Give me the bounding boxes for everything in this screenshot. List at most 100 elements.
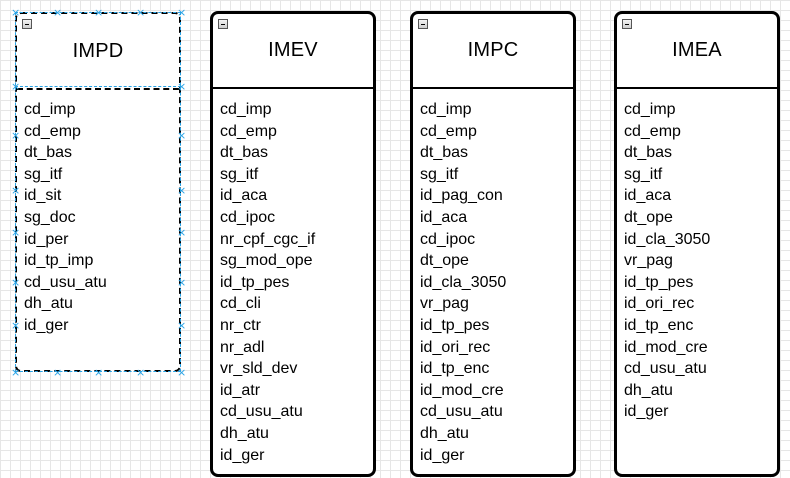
entity-imev-fields: cd_imp cd_emp dt_bas sg_itf id_aca cd_ipoc nr_…: [220, 99, 315, 466]
field-impc-cd-usu-atu: cd_usu_atu: [420, 403, 503, 421]
entity-impd-fields: cd_imp cd_emp dt_bas sg_itf id_sit sg_doc id_p…: [24, 99, 107, 337]
field-impc-id-ori-rec: id_ori_rec: [420, 338, 491, 356]
field-impc-id-pag-con: id_pag_con: [420, 187, 503, 205]
entity-impc-header[interactable]: IMPC: [413, 14, 573, 89]
entity-imea[interactable]: IMEA cd_imp cd_emp dt_bas sg_itf id_aca dt_op…: [614, 11, 780, 477]
resize-handle-icon[interactable]: ×: [136, 6, 146, 19]
field-imea-id-mod-cre: id_mod_cre: [624, 338, 708, 356]
entity-imev-title: IMEV: [268, 39, 318, 61]
entity-imea-title: IMEA: [672, 39, 722, 61]
resize-handle-icon[interactable]: ×: [53, 366, 63, 379]
field-imev-nr-adl: nr_adl: [220, 338, 265, 356]
resize-handle-icon[interactable]: ×: [11, 366, 21, 379]
field-imea-dt-ope: dt_ope: [624, 208, 673, 226]
field-impd-dt-bas: dt_bas: [24, 144, 73, 162]
field-impc-id-tp-enc: id_tp_enc: [420, 360, 490, 378]
field-impc-dt-ope: dt_ope: [420, 252, 469, 270]
collapse-icon[interactable]: [218, 19, 228, 29]
field-impd-sg-doc: sg_doc: [24, 208, 76, 226]
field-imea-id-ger: id_ger: [624, 403, 669, 421]
resize-handle-icon[interactable]: ×: [136, 366, 146, 379]
resize-handle-icon[interactable]: ×: [177, 184, 187, 197]
field-impc-id-tp-pes: id_tp_pes: [420, 316, 490, 334]
entity-imev-header[interactable]: IMEV: [213, 14, 373, 89]
field-imea-dt-bas: dt_bas: [624, 144, 673, 162]
resize-handle-icon[interactable]: ×: [11, 6, 21, 19]
field-impd-cd-usu-atu: cd_usu_atu: [24, 273, 107, 291]
entity-imea-fields: cd_imp cd_emp dt_bas sg_itf id_aca dt_ope id_c…: [624, 99, 710, 423]
field-imea-id-tp-enc: id_tp_enc: [624, 316, 694, 334]
field-imea-id-tp-pes: id_tp_pes: [624, 273, 694, 291]
field-impd-dh-atu: dh_atu: [24, 295, 73, 313]
resize-handle-icon[interactable]: ×: [177, 226, 187, 239]
resize-handle-icon[interactable]: ×: [11, 276, 21, 289]
field-impd-sg-itf: sg_itf: [24, 165, 63, 183]
resize-handle-icon[interactable]: ×: [11, 80, 21, 93]
field-impd-id-ger: id_ger: [24, 316, 69, 334]
field-imev-cd-ipoc: cd_ipoc: [220, 208, 276, 226]
field-imev-id-aca: id_aca: [220, 187, 268, 205]
field-imev-id-atr: id_atr: [220, 381, 261, 399]
resize-handle-icon[interactable]: ×: [177, 129, 187, 142]
field-impc-id-ger: id_ger: [420, 446, 465, 464]
field-impc-vr-pag: vr_pag: [420, 295, 469, 313]
resize-handle-icon[interactable]: ×: [177, 319, 187, 332]
entity-impd-header[interactable]: IMPD: [17, 14, 179, 90]
field-impd-id-tp-imp: id_tp_imp: [24, 252, 94, 270]
resize-handle-icon[interactable]: ×: [177, 80, 187, 93]
field-imea-id-cla-3050: id_cla_3050: [624, 230, 711, 248]
entity-impc-fields: cd_imp cd_emp dt_bas sg_itf id_pag_con id_aca…: [420, 99, 506, 466]
field-imev-dh-atu: dh_atu: [220, 424, 269, 442]
field-impd-id-sit: id_sit: [24, 187, 62, 205]
entity-impd[interactable]: IMPD cd_imp cd_emp dt_bas sg_itf id_sit sg_do…: [15, 12, 181, 372]
field-imev-vr-sld-dev: vr_sld_dev: [220, 360, 298, 378]
field-imea-vr-pag: vr_pag: [624, 252, 673, 270]
field-impc-cd-imp: cd_imp: [420, 101, 472, 118]
resize-handle-icon[interactable]: ×: [11, 319, 21, 332]
field-impd-cd-emp: cd_emp: [24, 122, 81, 140]
collapse-icon[interactable]: [418, 19, 428, 29]
field-imev-sg-mod-ope: sg_mod_ope: [220, 252, 313, 270]
field-imev-id-tp-pes: id_tp_pes: [220, 273, 290, 291]
field-imea-cd-imp: cd_imp: [624, 101, 676, 118]
field-imea-dh-atu: dh_atu: [624, 381, 673, 399]
field-imev-cd-emp: cd_emp: [220, 122, 277, 140]
field-imea-id-aca: id_aca: [624, 187, 672, 205]
field-imea-id-ori-rec: id_ori_rec: [624, 295, 695, 313]
field-impc-dh-atu: dh_atu: [420, 424, 469, 442]
entity-imea-header[interactable]: IMEA: [617, 14, 777, 89]
field-impc-cd-ipoc: cd_ipoc: [420, 230, 476, 248]
field-impd-cd-imp: cd_imp: [24, 101, 76, 118]
field-imev-nr-cpf-cgc-if: nr_cpf_cgc_if: [220, 230, 316, 248]
field-imev-sg-itf: sg_itf: [220, 165, 259, 183]
resize-handle-icon[interactable]: ×: [94, 366, 104, 379]
entity-imev[interactable]: IMEV cd_imp cd_emp dt_bas sg_itf id_aca cd_ip…: [210, 11, 376, 477]
field-imev-nr-ctr: nr_ctr: [220, 316, 261, 334]
collapse-icon[interactable]: [22, 19, 32, 29]
entity-impd-title: IMPD: [72, 39, 124, 62]
field-impc-id-cla-3050: id_cla_3050: [420, 273, 507, 291]
field-impc-id-aca: id_aca: [420, 208, 468, 226]
resize-handle-icon[interactable]: ×: [177, 276, 187, 289]
field-impc-id-mod-cre: id_mod_cre: [420, 381, 504, 399]
field-imea-cd-usu-atu: cd_usu_atu: [624, 360, 707, 378]
resize-handle-icon[interactable]: ×: [11, 184, 21, 197]
field-imea-sg-itf: sg_itf: [624, 165, 663, 183]
resize-handle-icon[interactable]: ×: [177, 366, 187, 379]
field-imev-cd-cli: cd_cli: [220, 295, 261, 313]
resize-handle-icon[interactable]: ×: [11, 129, 21, 142]
field-imev-dt-bas: dt_bas: [220, 144, 269, 162]
resize-handle-icon[interactable]: ×: [53, 6, 63, 19]
field-impc-dt-bas: dt_bas: [420, 144, 469, 162]
field-impc-sg-itf: sg_itf: [420, 165, 459, 183]
resize-handle-icon[interactable]: ×: [94, 6, 104, 19]
resize-handle-icon[interactable]: ×: [11, 226, 21, 239]
collapse-icon[interactable]: [622, 19, 632, 29]
field-imev-cd-usu-atu: cd_usu_atu: [220, 403, 303, 421]
resize-handle-icon[interactable]: ×: [177, 6, 187, 19]
field-impd-id-per: id_per: [24, 230, 69, 248]
field-impc-cd-emp: cd_emp: [420, 122, 477, 140]
field-imev-id-ger: id_ger: [220, 446, 265, 464]
